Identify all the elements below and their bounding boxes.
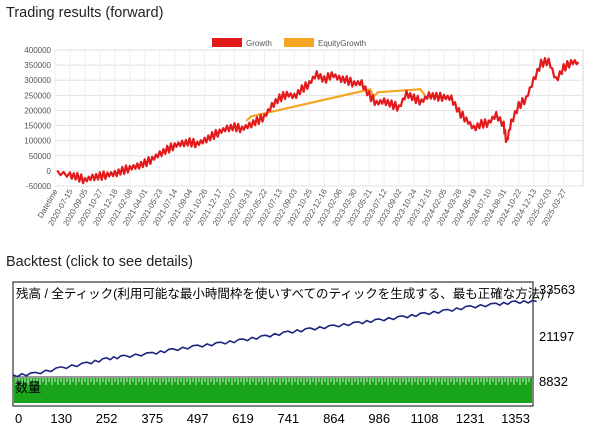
forward-y-tick-label: 250000 <box>24 91 51 100</box>
backtest-y-tick-label: 8832 <box>539 374 568 389</box>
backtest-x-tick-label: 1108 <box>411 411 439 426</box>
backtest-x-tick-label: 252 <box>96 411 118 426</box>
backtest-x-tick-label: 375 <box>141 411 163 426</box>
forward-y-tick-label: 350000 <box>24 61 51 70</box>
forward-section-title: Trading results (forward) <box>6 5 164 21</box>
backtest-section-title[interactable]: Backtest (click to see details) <box>6 254 193 270</box>
forward-y-tick-label: 400000 <box>24 46 51 55</box>
legend-label-equitygrowth: EquityGrowth <box>318 39 366 48</box>
backtest-x-tick-label: 619 <box>232 411 254 426</box>
backtest-x-tick-label: 130 <box>50 411 72 426</box>
backtest-x-tick-label: 497 <box>187 411 209 426</box>
forward-y-tick-label: 50000 <box>29 152 52 161</box>
backtest-chart[interactable]: 残高 / 全ティック(利用可能な最小時間枠を使いすべてのティックを生成する、最も… <box>0 276 600 431</box>
forward-y-tick-label: 200000 <box>24 106 51 115</box>
forward-y-tick-label: 300000 <box>24 76 51 85</box>
backtest-volume-label: 数量 <box>15 380 41 395</box>
forward-y-tick-label: 150000 <box>24 122 51 131</box>
backtest-x-tick-label: 1353 <box>501 411 530 426</box>
backtest-balance-line <box>12 299 537 378</box>
forward-y-tick-label: -50000 <box>26 182 51 191</box>
backtest-y-tick-label: 33563 <box>539 282 575 297</box>
legend-label-growth: Growth <box>246 39 272 48</box>
backtest-x-tick-label: 741 <box>277 411 299 426</box>
legend-swatch-equitygrowth <box>284 38 314 47</box>
backtest-x-tick-label: 0 <box>15 411 22 426</box>
series-line-growth <box>56 57 580 185</box>
backtest-x-tick-label: 986 <box>368 411 390 426</box>
backtest-x-tick-label: 1231 <box>456 411 485 426</box>
backtest-x-tick-label: 864 <box>323 411 345 426</box>
backtest-chart-title: 残高 / 全ティック(利用可能な最小時間枠を使いすべてのティックを生成する、最も… <box>16 286 552 301</box>
backtest-y-tick-label: 21197 <box>539 329 574 344</box>
forward-y-tick-label: 0 <box>47 167 52 176</box>
forward-chart: -50000 0 50000 100000 150000 200000 250000 3000… <box>24 38 584 227</box>
legend-swatch-growth <box>212 38 242 47</box>
forward-y-tick-label: 100000 <box>24 137 51 146</box>
